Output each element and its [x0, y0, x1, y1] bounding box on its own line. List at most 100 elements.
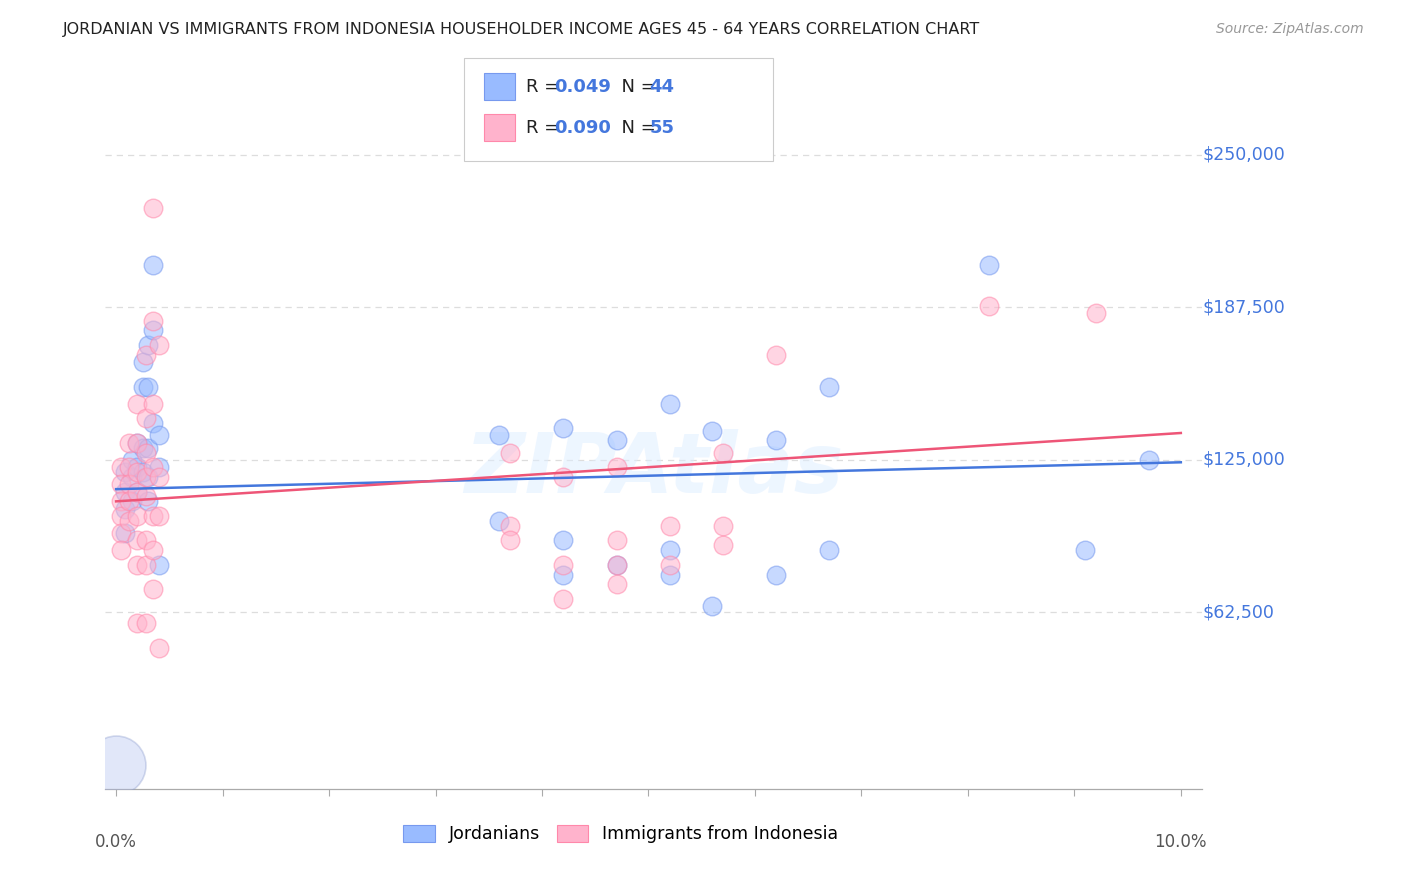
Point	[118, 460, 141, 475]
Text: R =: R =	[526, 119, 565, 136]
Point	[979, 258, 1001, 272]
Point	[142, 397, 165, 411]
Point	[142, 202, 165, 216]
Point	[658, 543, 681, 558]
Point	[127, 465, 149, 479]
Point	[711, 518, 734, 533]
Point	[142, 582, 165, 597]
Point	[114, 465, 136, 479]
Text: ZIPAtlas: ZIPAtlas	[464, 429, 844, 510]
Text: R =: R =	[526, 78, 565, 95]
Point	[605, 577, 627, 591]
Point	[979, 299, 1001, 313]
Point	[135, 533, 157, 548]
Point	[110, 526, 132, 541]
Point	[499, 518, 522, 533]
Point	[132, 465, 155, 479]
Point	[818, 379, 841, 393]
Point	[127, 435, 149, 450]
Point	[765, 567, 787, 582]
Point	[118, 494, 141, 508]
Point	[1137, 453, 1160, 467]
Point	[132, 355, 155, 369]
Point	[658, 558, 681, 572]
Point	[711, 445, 734, 459]
Point	[553, 470, 575, 484]
Point	[132, 441, 155, 455]
Point	[135, 558, 157, 572]
Point	[488, 428, 510, 442]
Point	[148, 460, 170, 475]
Point	[121, 453, 143, 467]
Point	[127, 533, 149, 548]
Point	[1074, 543, 1097, 558]
Point	[553, 421, 575, 435]
Point	[553, 592, 575, 607]
Point	[499, 533, 522, 548]
Point	[605, 558, 627, 572]
Point	[658, 397, 681, 411]
Point	[553, 533, 575, 548]
Text: 55: 55	[650, 119, 675, 136]
Point	[553, 558, 575, 572]
Point	[148, 470, 170, 484]
Point	[132, 379, 155, 393]
Point	[127, 484, 149, 499]
Point	[148, 428, 170, 442]
Point	[702, 424, 724, 438]
Point	[488, 514, 510, 528]
Point	[110, 508, 132, 523]
Point	[135, 616, 157, 631]
Point	[136, 338, 159, 352]
Point	[136, 470, 159, 484]
Point	[142, 460, 165, 475]
Point	[605, 460, 627, 475]
Point	[148, 640, 170, 655]
Point	[110, 477, 132, 491]
Point	[658, 567, 681, 582]
Point	[605, 533, 627, 548]
Point	[142, 323, 165, 337]
Point	[127, 460, 149, 475]
Point	[127, 508, 149, 523]
Point	[1084, 306, 1107, 320]
Point	[142, 258, 165, 272]
Point	[127, 435, 149, 450]
Point	[553, 567, 575, 582]
Point	[110, 494, 132, 508]
Point	[605, 558, 627, 572]
Point	[127, 484, 149, 499]
Point	[105, 758, 128, 772]
Point	[135, 411, 157, 425]
Point	[702, 599, 724, 614]
Point	[142, 543, 165, 558]
Point	[127, 616, 149, 631]
Text: 0.090: 0.090	[554, 119, 610, 136]
Point	[658, 518, 681, 533]
Point	[711, 538, 734, 552]
Point	[136, 379, 159, 393]
Point	[135, 445, 157, 459]
Point	[114, 484, 136, 499]
Text: 10.0%: 10.0%	[1154, 833, 1208, 851]
Text: $187,500: $187,500	[1202, 298, 1285, 317]
Text: JORDANIAN VS IMMIGRANTS FROM INDONESIA HOUSEHOLDER INCOME AGES 45 - 64 YEARS COR: JORDANIAN VS IMMIGRANTS FROM INDONESIA H…	[63, 22, 980, 37]
Point	[136, 494, 159, 508]
Point	[118, 514, 141, 528]
Point	[142, 416, 165, 430]
Text: N =: N =	[610, 78, 662, 95]
Point	[148, 338, 170, 352]
Point	[114, 526, 136, 541]
Point	[121, 494, 143, 508]
Point	[135, 348, 157, 362]
Text: 44: 44	[650, 78, 675, 95]
Point	[136, 441, 159, 455]
Text: $125,000: $125,000	[1202, 450, 1285, 469]
Point	[127, 558, 149, 572]
Point	[142, 508, 165, 523]
Text: 0.0%: 0.0%	[96, 833, 136, 851]
Point	[114, 501, 136, 516]
Text: 0.049: 0.049	[554, 78, 610, 95]
Point	[135, 490, 157, 504]
Point	[110, 460, 132, 475]
